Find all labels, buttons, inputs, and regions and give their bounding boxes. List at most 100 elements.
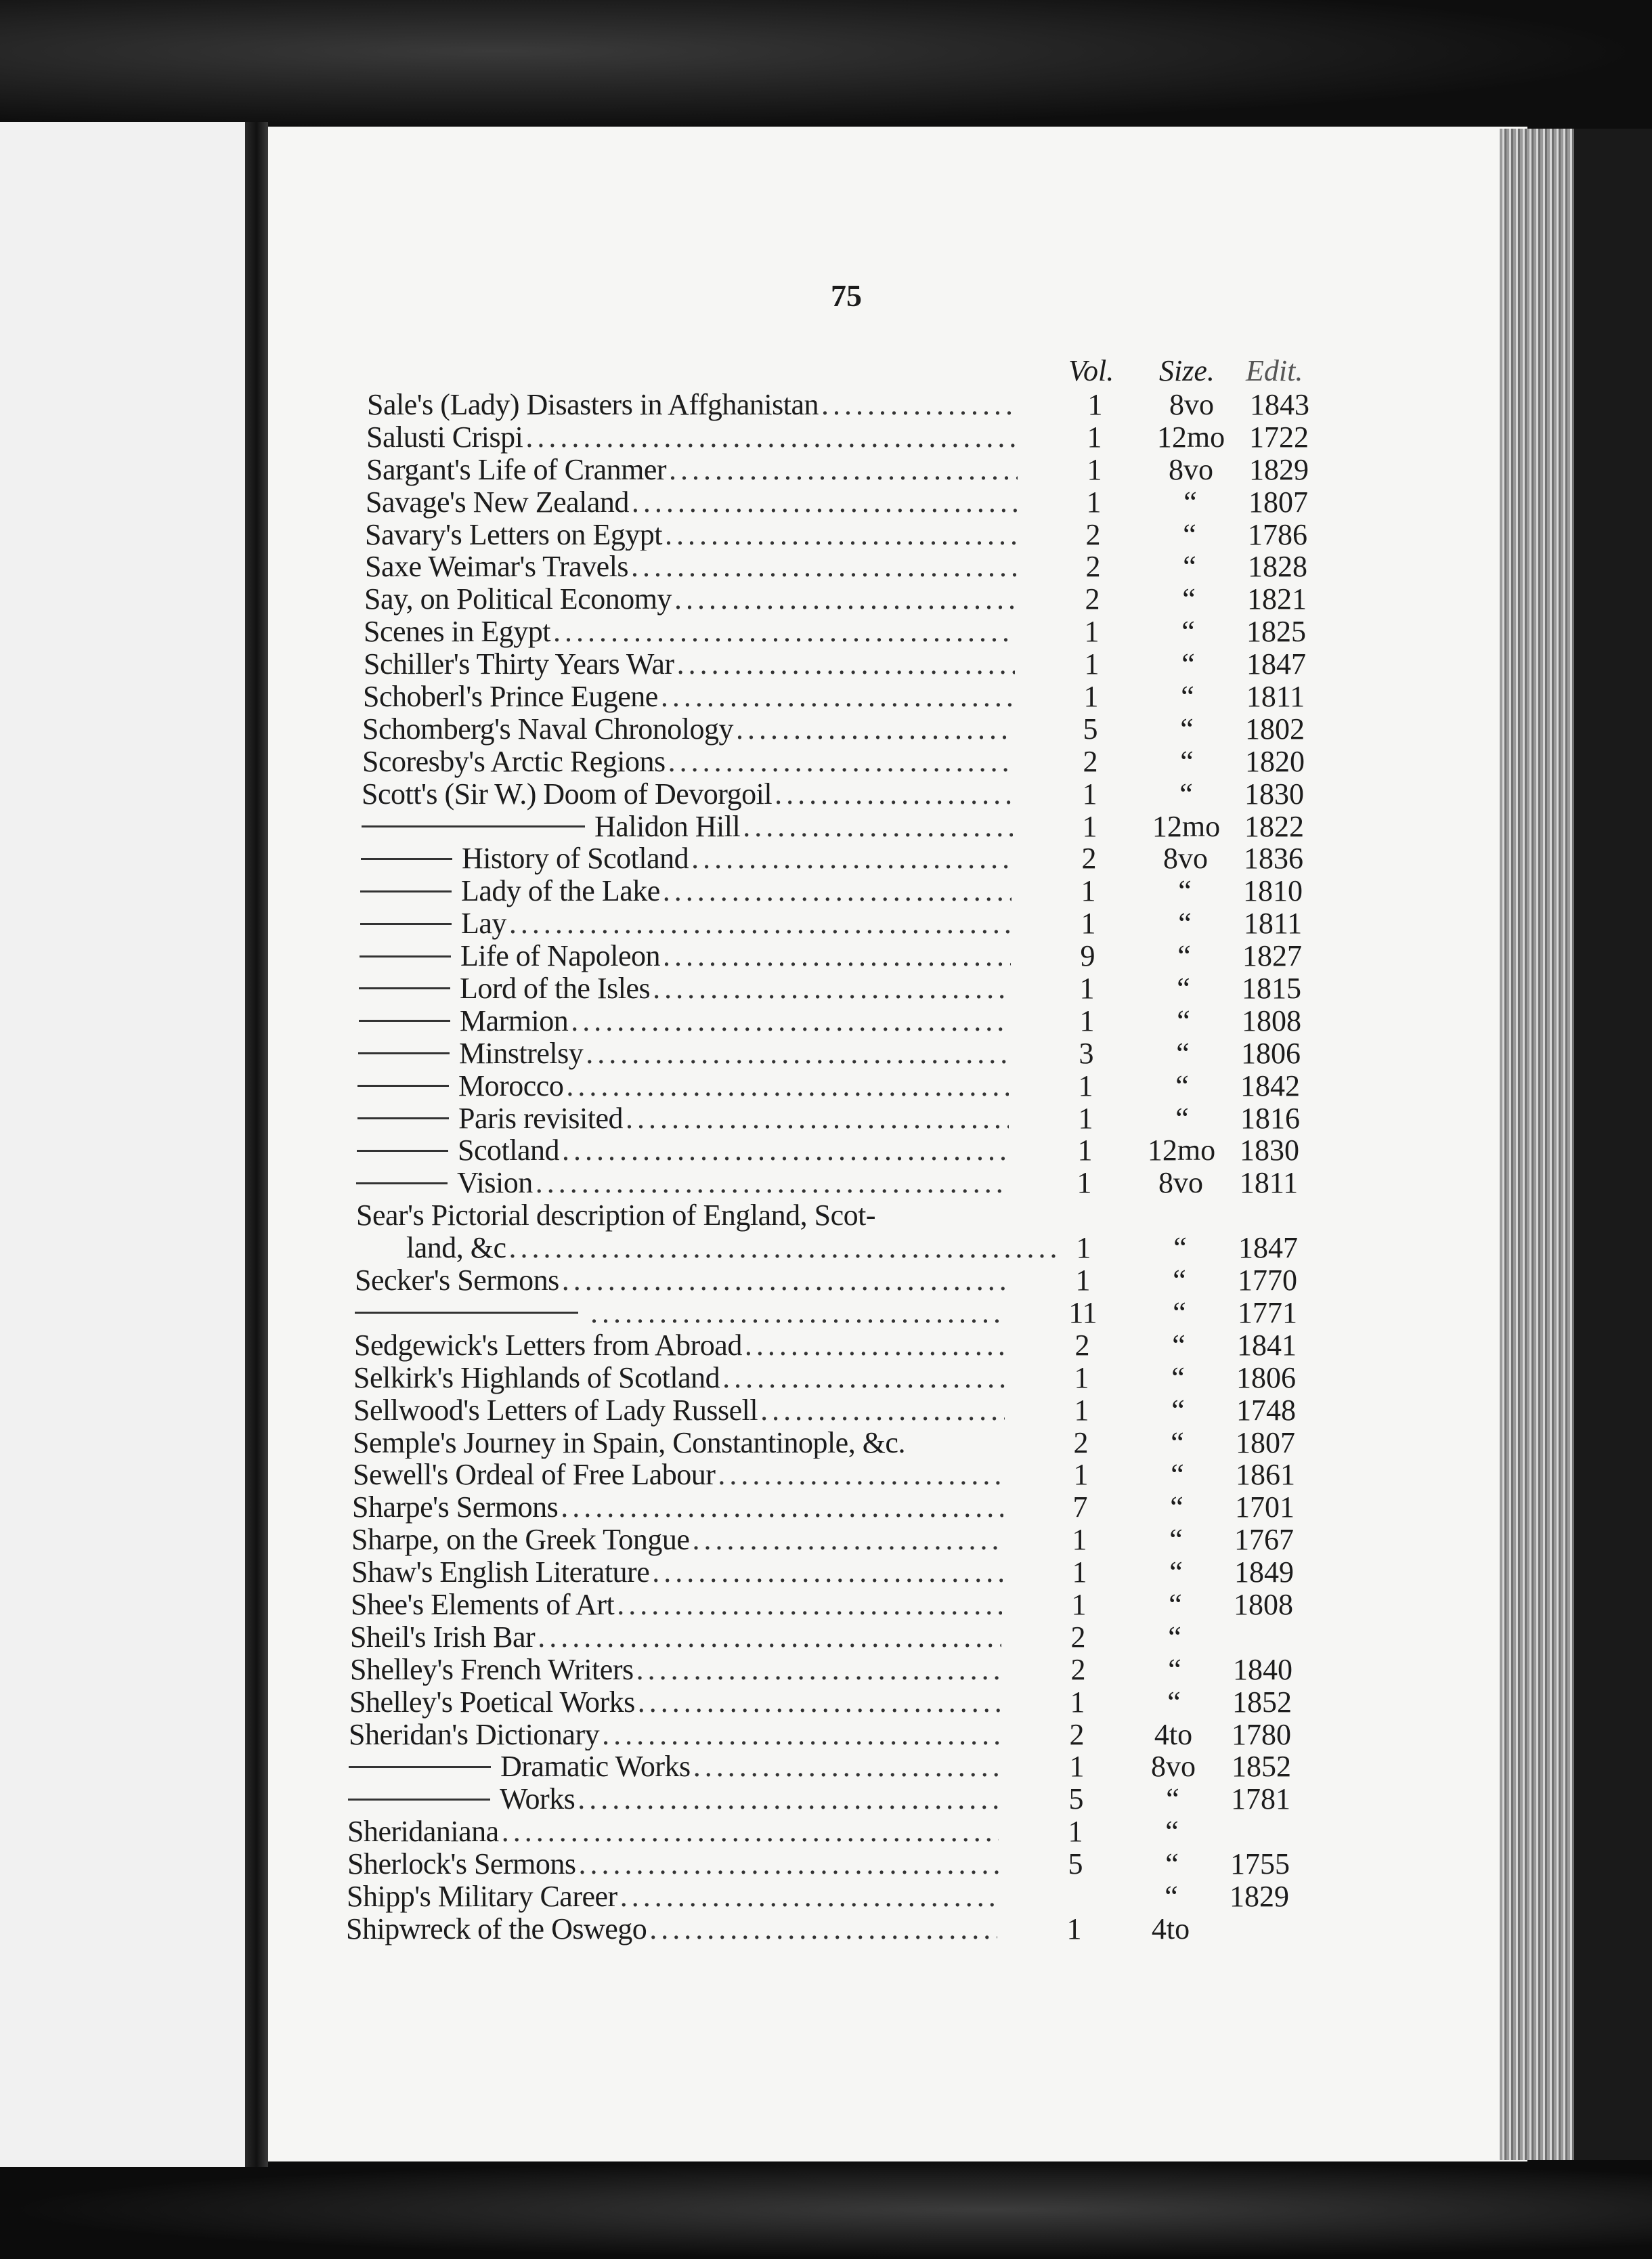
- entry-size: “: [1168, 1652, 1181, 1686]
- entry-size: “: [1169, 1587, 1182, 1621]
- entry-size: 12mo: [1156, 420, 1225, 454]
- entry-title: Sewell's Ordeal of Free Labour: [353, 1459, 716, 1492]
- page: [268, 127, 1527, 2161]
- entry-title: Shipp's Military Career: [347, 1880, 617, 1913]
- catalogue-row: Savage's New Zealand....................…: [339, 486, 1341, 519]
- entry-size: “: [1167, 1685, 1181, 1719]
- dot-leader: ........................................…: [578, 1783, 999, 1816]
- ditto-dash: [348, 1798, 490, 1801]
- ditto-dash: [349, 1765, 491, 1768]
- entry-size: “: [1175, 1101, 1189, 1135]
- entry-vol: 5: [1068, 1782, 1084, 1816]
- entry-vol: 1: [1087, 452, 1102, 486]
- ditto-dash: [357, 1085, 449, 1088]
- catalogue-row: Sellwood's Letters of Lady Russell......…: [339, 1394, 1341, 1427]
- dot-leader: ........................................…: [617, 1588, 1002, 1621]
- catalogue-row: Minstrelsy..............................…: [339, 1037, 1341, 1070]
- page-number: 75: [831, 278, 862, 313]
- entry-title-cell: Shelley's Poetical Works................…: [349, 1686, 1001, 1719]
- entry-vol: 3: [1079, 1036, 1094, 1070]
- entry-vol: 11: [1068, 1295, 1097, 1329]
- entry-title-cell: Sherlock's Sermons......................…: [347, 1848, 999, 1880]
- entry-title-cell: Sargant's Life of Cranmer...............…: [366, 454, 1018, 486]
- entry-edition: 1836: [1244, 842, 1303, 876]
- entry-title-cell: Sheridaniana............................…: [347, 1815, 999, 1848]
- catalogue-row: Shelley's French Writers................…: [339, 1652, 1341, 1686]
- dot-leader: ........................................…: [525, 421, 1018, 454]
- dot-leader: ........................................…: [718, 1459, 1004, 1492]
- entry-size: “: [1183, 550, 1196, 584]
- dot-leader: ........................................…: [676, 648, 1015, 681]
- entry-title-cell: Say, on Political Economy...............…: [364, 583, 1016, 616]
- entry-vol: 2: [1073, 1425, 1089, 1459]
- entry-title: Minstrelsy: [459, 1037, 584, 1070]
- entry-vol: 2: [1085, 517, 1101, 551]
- entry-vol: 5: [1068, 1847, 1083, 1881]
- entry-title-cell: Shelley's French Writers................…: [350, 1654, 1001, 1686]
- entry-vol: 1: [1084, 647, 1100, 681]
- entry-title-cell: Sale's (Lady) Disasters in Affghanistan.…: [367, 389, 1018, 421]
- entry-title: Sharpe's Sermons: [352, 1491, 559, 1524]
- catalogue-row: Lady of the Lake........................…: [339, 875, 1341, 907]
- entry-title: Selkirk's Highlands of Scotland: [353, 1361, 720, 1394]
- entry-vol: 1: [1074, 1360, 1089, 1394]
- entry-edition: 1780: [1232, 1717, 1291, 1751]
- catalogue-row: Morocco.................................…: [339, 1069, 1341, 1102]
- entry-title: Semple's Journey in Spain, Constantinopl…: [353, 1426, 905, 1459]
- catalogue-row: Dramatic Works..........................…: [339, 1750, 1341, 1783]
- ditto-dash: [356, 1182, 448, 1184]
- entry-title-cell: Sharpe, on the Greek Tongue.............…: [351, 1524, 1003, 1556]
- dot-leader: ........................................…: [760, 1394, 1005, 1427]
- entry-title: Say, on Political Economy: [364, 583, 672, 616]
- dot-leader: ........................................…: [538, 1620, 1001, 1654]
- entry-vol: 1: [1078, 1101, 1093, 1135]
- catalogue-row: Sedgewick's Letters from Abroad.........…: [339, 1329, 1341, 1362]
- entry-title-cell: Shee's Elements of Art..................…: [351, 1589, 1002, 1621]
- dot-leader: ........................................…: [602, 1718, 1000, 1751]
- entry-title: Sherlock's Sermons: [347, 1848, 576, 1880]
- catalogue-row: Sewell's Ordeal of Free Labour..........…: [339, 1459, 1341, 1491]
- header-edit: Edit.: [1246, 354, 1303, 387]
- catalogue-row: Schiller's Thirty Years War.............…: [339, 648, 1341, 681]
- entry-title: land, &c: [406, 1232, 506, 1265]
- entry-title-cell: Schomberg's Naval Chronology............…: [362, 713, 1014, 746]
- header-size: Size.: [1159, 354, 1215, 387]
- entry-vol: 1: [1087, 388, 1103, 421]
- dot-leader: ........................................…: [735, 712, 1014, 746]
- entry-edition: 1807: [1248, 485, 1308, 519]
- entry-vol: 1: [1081, 874, 1096, 908]
- entry-title: Paris revisited: [458, 1102, 624, 1135]
- entry-edition: 1820: [1245, 744, 1305, 778]
- dot-leader: ........................................…: [586, 1037, 1009, 1070]
- entry-title-cell: Scoresby's Arctic Regions...............…: [362, 746, 1014, 778]
- entry-size: 12mo: [1147, 1134, 1216, 1167]
- entry-size: “: [1177, 1004, 1190, 1037]
- dot-leader: ........................................…: [692, 1524, 1003, 1557]
- entry-edition: 1829: [1230, 1879, 1289, 1913]
- entry-edition: 1849: [1234, 1555, 1294, 1589]
- dot-leader: ........................................…: [652, 1556, 1003, 1589]
- entry-vol: 2: [1085, 582, 1100, 616]
- ditto-dash: [360, 955, 451, 958]
- entry-size: “: [1182, 582, 1196, 616]
- entry-title-cell: Salusti Crispi..........................…: [366, 421, 1018, 454]
- entry-edition: 1786: [1248, 517, 1307, 551]
- entry-title-cell: Dramatic Works..........................…: [349, 1750, 1000, 1783]
- entry-size: 12mo: [1152, 809, 1221, 843]
- entry-edition: 1840: [1233, 1652, 1292, 1686]
- entry-title: Shelley's French Writers: [350, 1653, 634, 1686]
- entry-title: Vision: [457, 1167, 533, 1200]
- entry-size: “: [1181, 680, 1194, 714]
- catalogue-row: ........................................…: [339, 1297, 1341, 1329]
- entry-size: “: [1168, 1620, 1181, 1654]
- book-gutter: [245, 122, 268, 2167]
- catalogue-row: Saxe Weimar's Travels...................…: [339, 551, 1341, 583]
- entry-title: Lady of the Lake: [461, 875, 660, 908]
- catalogue-row: Sherlock's Sermons......................…: [339, 1848, 1341, 1880]
- entry-size: “: [1173, 1295, 1186, 1329]
- catalogue-row: land, &c................................…: [339, 1232, 1341, 1264]
- entry-vol: 1: [1077, 1134, 1093, 1167]
- entry-title: Savage's New Zealand: [366, 486, 629, 519]
- entry-size: “: [1176, 1036, 1190, 1070]
- entry-edition: 1811: [1239, 1166, 1299, 1200]
